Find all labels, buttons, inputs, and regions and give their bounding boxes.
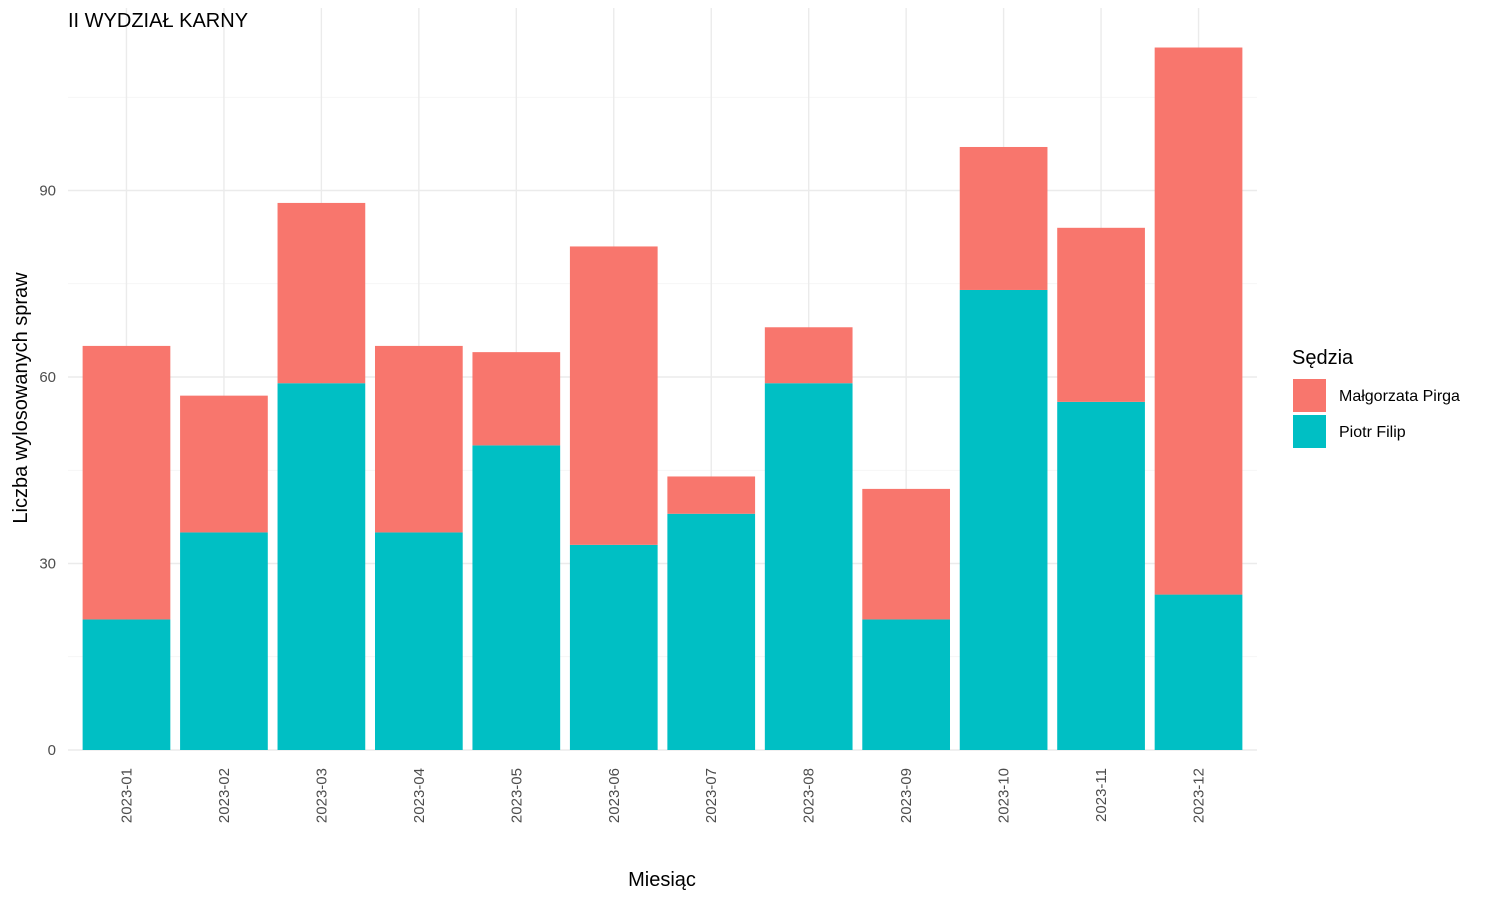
chart-title: II WYDZIAŁ KARNY bbox=[68, 10, 248, 32]
bar-segment bbox=[959, 146, 1048, 290]
y-tick-label: 60 bbox=[39, 369, 56, 386]
bar-segment bbox=[667, 513, 756, 750]
y-tick-label: 90 bbox=[39, 183, 56, 200]
legend-title: Sędzia bbox=[1292, 347, 1354, 369]
bar-segment bbox=[569, 246, 658, 545]
x-tick-label: 2023-08 bbox=[801, 768, 818, 823]
bar-segment bbox=[277, 383, 366, 750]
x-tick-label: 2023-09 bbox=[898, 768, 915, 823]
legend-label: Małgorzata Pirga bbox=[1339, 388, 1460, 405]
x-tick-label: 2023-02 bbox=[216, 768, 233, 823]
x-tick-label: 2023-06 bbox=[606, 768, 623, 823]
legend: Sędzia Małgorzata Pirga Piotr Filip bbox=[1292, 347, 1460, 448]
bar-segment bbox=[180, 395, 268, 533]
x-tick-label: 2023-05 bbox=[508, 768, 525, 823]
x-tick-label: 2023-03 bbox=[313, 768, 330, 823]
bar-segment bbox=[862, 619, 951, 750]
bar-segment bbox=[277, 202, 366, 384]
bars bbox=[82, 47, 1243, 750]
legend-swatch bbox=[1293, 415, 1326, 448]
y-tick-label: 0 bbox=[48, 742, 56, 759]
bar-segment bbox=[180, 532, 268, 750]
axes: 0 30 60 90 2023-01 2023-02 2023-03 2023-04 2023-… bbox=[39, 183, 1207, 824]
bar-segment bbox=[472, 445, 561, 750]
bar-segment bbox=[959, 289, 1048, 750]
legend-entries: Małgorzata Pirga Piotr Filip bbox=[1293, 379, 1460, 448]
bar-segment bbox=[1057, 227, 1145, 402]
bar-segment bbox=[667, 476, 756, 514]
bar-segment bbox=[569, 544, 658, 750]
bar-segment bbox=[374, 532, 463, 750]
x-tick-label: 2023-12 bbox=[1191, 768, 1208, 823]
x-axis-title: Miesiąc bbox=[628, 869, 696, 891]
y-axis-title: Liczba wylosowanych spraw bbox=[10, 272, 32, 524]
x-tick-label: 2023-10 bbox=[996, 768, 1013, 823]
x-tick-label: 2023-01 bbox=[118, 768, 135, 823]
bar-segment bbox=[374, 345, 463, 533]
x-tick-label: 2023-07 bbox=[703, 768, 720, 823]
y-tick-label: 30 bbox=[39, 556, 56, 573]
x-tick-label: 2023-11 bbox=[1093, 768, 1110, 822]
bar-segment bbox=[82, 619, 171, 750]
bar-segment bbox=[472, 352, 561, 446]
bar-segment bbox=[82, 345, 171, 620]
bar-segment bbox=[764, 383, 853, 750]
legend-label: Piotr Filip bbox=[1339, 424, 1406, 441]
x-tick-label: 2023-04 bbox=[411, 768, 428, 823]
bar-segment bbox=[764, 327, 853, 384]
bar-segment bbox=[1057, 401, 1145, 750]
bar-segment bbox=[862, 488, 951, 620]
bar-segment bbox=[1154, 47, 1243, 595]
bar-segment bbox=[1154, 594, 1243, 750]
legend-swatch bbox=[1293, 379, 1326, 412]
